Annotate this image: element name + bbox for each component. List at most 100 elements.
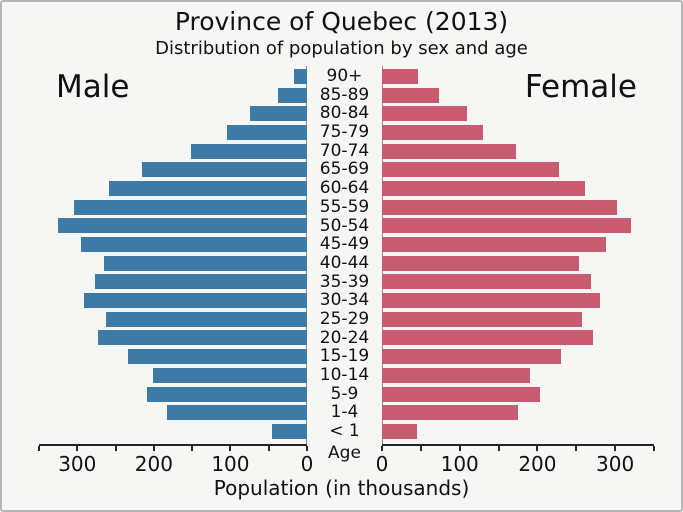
pyramid-row-male-80-84 xyxy=(39,104,307,123)
pyramid-row-female-55-59 xyxy=(382,198,654,217)
pyramid-row-female-90+ xyxy=(382,67,654,86)
pyramid-row-male-15-19 xyxy=(39,347,307,366)
bar-male-75-79 xyxy=(227,124,307,140)
pyramid-row-female-< 1 xyxy=(382,422,654,441)
bar-female-55-59 xyxy=(382,199,617,215)
pyramid-row-female-40-44 xyxy=(382,254,654,273)
male-plot-zero-spine xyxy=(306,66,307,444)
bar-female-85-89 xyxy=(382,87,439,103)
axis-tick-350 xyxy=(653,446,655,451)
age-label-35-39: 35-39 xyxy=(319,271,370,292)
pyramid-row-female-35-39 xyxy=(382,273,654,292)
pyramid-row-male-45-49 xyxy=(39,235,307,254)
pyramid-row-male-65-69 xyxy=(39,160,307,179)
bar-male-85-89 xyxy=(277,87,307,103)
axis-tick-label-0: 0 xyxy=(375,452,389,476)
bar-male-25-29 xyxy=(106,311,307,327)
pyramid-row-female-15-19 xyxy=(382,347,654,366)
bar-female-90+ xyxy=(382,68,418,84)
pyramid-row-female-1-4 xyxy=(382,403,654,422)
axis-tick-250 xyxy=(575,446,578,451)
age-label-10-14: 10-14 xyxy=(319,365,370,385)
axis-tick-label-300: 300 xyxy=(58,452,97,476)
pyramid-row-male-20-24 xyxy=(39,329,307,348)
bar-male-65-69 xyxy=(141,162,307,178)
age-axis-title: Age xyxy=(328,443,361,463)
bar-female-80-84 xyxy=(382,106,468,122)
age-label-1-4: 1-4 xyxy=(330,402,359,423)
axis-tick-label-100: 100 xyxy=(211,452,250,476)
pyramid-row-male-75-79 xyxy=(39,123,307,142)
age-label-65-69: 65-69 xyxy=(319,159,370,180)
bar-male-40-44 xyxy=(104,255,307,271)
age-label-55-59: 55-59 xyxy=(319,196,370,217)
pyramid-row-female-85-89 xyxy=(382,86,654,105)
pyramid-row-male-1-4 xyxy=(39,403,307,422)
bar-female-25-29 xyxy=(382,311,582,327)
age-label-25-29: 25-29 xyxy=(319,308,370,329)
female-section-header: Female xyxy=(524,69,637,105)
bar-male-70-74 xyxy=(191,143,307,159)
bar-male-5-9 xyxy=(146,386,307,402)
bar-male-15-19 xyxy=(127,349,307,365)
age-label-15-19: 15-19 xyxy=(319,346,370,367)
age-label-80-84: 80-84 xyxy=(319,103,370,124)
bar-male-80-84 xyxy=(249,106,307,122)
bar-female-50-54 xyxy=(382,218,631,234)
bar-male-20-24 xyxy=(97,330,307,346)
female-x-axis: 0 100 200 300 xyxy=(376,444,655,476)
axis-tick-100 xyxy=(229,446,232,451)
x-axis-title: Population (in thousands) xyxy=(213,476,470,500)
pyramid-row-male-50-54 xyxy=(39,217,307,236)
female-plot-zero-spine xyxy=(382,66,383,444)
age-group-labels-column: 90+ 85-89 80-84 75-79 70-74 65-69 60-64 55-59 50… xyxy=(307,67,382,441)
bar-male-45-49 xyxy=(81,237,307,253)
pyramid-row-male-35-39 xyxy=(39,273,307,292)
axis-tick-200 xyxy=(536,446,539,451)
age-label-60-64: 60-64 xyxy=(319,178,370,199)
axis-tick-150 xyxy=(497,446,500,451)
age-label-50-54: 50-54 xyxy=(319,215,370,236)
bar-male-55-59 xyxy=(74,199,307,215)
pyramid-row-male-90+ xyxy=(39,67,307,86)
pyramid-row-female-25-29 xyxy=(382,310,654,329)
pyramid-row-male-< 1 xyxy=(39,422,307,441)
bar-female-75-79 xyxy=(382,124,484,140)
male-x-axis: 0 100 200 300 xyxy=(38,444,313,476)
pyramid-row-male-55-59 xyxy=(39,198,307,217)
axis-tick-200 xyxy=(152,446,155,451)
pyramid-row-female-45-49 xyxy=(382,235,654,254)
bar-female-70-74 xyxy=(382,143,516,159)
pyramid-row-female-50-54 xyxy=(382,217,654,236)
bar-male-35-39 xyxy=(94,274,307,290)
bar-female-15-19 xyxy=(382,349,561,365)
bar-male-90+ xyxy=(293,68,307,84)
age-label-90+: 90+ xyxy=(326,66,363,86)
axis-tick-0 xyxy=(381,446,383,451)
axis-tick-50 xyxy=(267,446,270,451)
male-section-header: Male xyxy=(56,69,130,105)
female-bars-plot xyxy=(382,67,654,442)
axis-tick-label-0: 0 xyxy=(300,452,314,476)
bar-male-30-34 xyxy=(84,293,307,309)
age-label-45-49: 45-49 xyxy=(319,234,370,255)
bar-male-1-4 xyxy=(166,405,307,421)
axis-tick-label-300: 300 xyxy=(596,452,635,476)
axis-tick-label-200: 200 xyxy=(134,452,173,476)
pyramid-row-female-20-24 xyxy=(382,329,654,348)
age-label-< 1: < 1 xyxy=(329,421,360,442)
pyramid-row-male-40-44 xyxy=(39,254,307,273)
age-label-85-89: 85-89 xyxy=(319,84,370,105)
age-label-30-34: 30-34 xyxy=(319,290,370,311)
bar-male-< 1 xyxy=(271,423,307,439)
chart-subtitle: Distribution of population by sex and ag… xyxy=(155,38,528,59)
pyramid-row-male-85-89 xyxy=(39,86,307,105)
axis-tick-150 xyxy=(191,446,194,451)
bar-female-30-34 xyxy=(382,293,601,309)
bar-male-60-64 xyxy=(109,180,307,196)
bar-male-10-14 xyxy=(153,367,307,383)
bar-female-20-24 xyxy=(382,330,593,346)
chart-title: Province of Quebec (2013) xyxy=(174,7,509,36)
axis-tick-300 xyxy=(614,446,617,451)
